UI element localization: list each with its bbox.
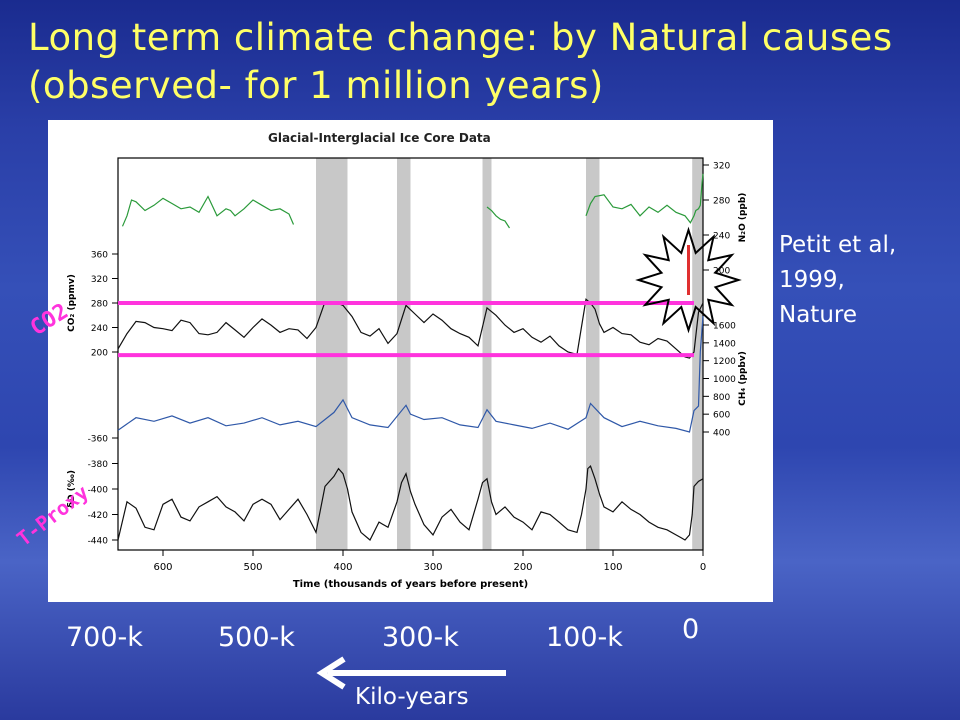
- y-tick-label-3--400: -400: [88, 486, 109, 496]
- ice-core-figure: Glacial-Interglacial Ice Core Data 600 500…: [48, 120, 773, 602]
- series-axis-label-3: δD (‰): [67, 470, 77, 508]
- x-tick-label-600: 600: [153, 562, 172, 573]
- ice-core-chart: Glacial-Interglacial Ice Core Data 600 500…: [67, 131, 748, 590]
- citation-line-1: Petit et al,: [779, 232, 897, 258]
- interglacial-band-4: [692, 158, 703, 550]
- citation-line-2: 1999,: [779, 267, 845, 293]
- x-tick-label-300: 300: [423, 562, 442, 573]
- y-tick-label-1-360: 360: [91, 251, 108, 261]
- y-tick-label-0-280: 280: [713, 197, 730, 207]
- left-arrow-icon: [316, 656, 506, 690]
- bottom-tick-300k: 300-k: [382, 622, 459, 653]
- series-n2o-line-0: [121, 195, 295, 227]
- series-line-3: [117, 465, 704, 541]
- y-tick-label-2-1200: 1200: [713, 357, 736, 367]
- citation-line-3: Nature: [779, 302, 857, 328]
- y-tick-label-2-1000: 1000: [713, 375, 736, 385]
- series-n2o-line-2: [585, 173, 704, 224]
- y-tick-label-1-200: 200: [91, 349, 108, 359]
- y-tick-label-3--440: -440: [88, 537, 109, 547]
- y-tick-label-3--420: -420: [88, 511, 109, 521]
- y-tick-label-0-240: 240: [713, 232, 730, 242]
- y-tick-label-1-280: 280: [91, 300, 108, 310]
- series-line-2: [117, 316, 704, 433]
- kilo-years-label: Kilo-years: [355, 684, 469, 710]
- title-line-2: (observed- for 1 million years): [28, 64, 604, 107]
- citation: Petit et al, 1999, Nature: [779, 228, 896, 333]
- series-axis-label-2: CH₄ (ppbv): [738, 351, 748, 406]
- series-axis-label-1: CO₂ (ppmv): [67, 274, 77, 332]
- title-line-1: Long term climate change: by Natural cau…: [28, 16, 893, 59]
- y-tick-label-2-600: 600: [713, 411, 730, 421]
- x-tick-label-400: 400: [333, 562, 352, 573]
- y-tick-label-3--360: -360: [88, 435, 109, 445]
- chart-title: Glacial-Interglacial Ice Core Data: [268, 131, 491, 145]
- slide-title: Long term climate change: by Natural cau…: [28, 14, 948, 110]
- y-tick-label-2-1400: 1400: [713, 339, 736, 349]
- x-tick-label-100: 100: [603, 562, 622, 573]
- x-tick-label-500: 500: [243, 562, 262, 573]
- y-tick-label-1-240: 240: [91, 324, 108, 334]
- bottom-tick-0: 0: [682, 614, 700, 645]
- x-tick-label-0: 0: [700, 562, 706, 573]
- bottom-tick-100k: 100-k: [546, 622, 623, 653]
- series-n2o-line-1: [486, 206, 511, 229]
- y-tick-label-0-320: 320: [713, 162, 730, 172]
- y-tick-label-3--380: -380: [88, 460, 109, 470]
- x-tick-label-200: 200: [513, 562, 532, 573]
- x-axis-label: Time (thousands of years before present): [293, 579, 528, 590]
- series-axis-label-0: N₂O (ppb): [738, 193, 748, 243]
- bottom-tick-700k: 700-k: [66, 622, 143, 653]
- bottom-tick-500k: 500-k: [218, 622, 295, 653]
- y-tick-label-0-200: 200: [713, 267, 730, 277]
- y-tick-label-2-400: 400: [713, 429, 730, 439]
- y-tick-label-2-1600: 1600: [713, 322, 736, 332]
- y-tick-label-1-320: 320: [91, 275, 108, 285]
- starburst-icon: [635, 226, 742, 334]
- series-line-1: [117, 298, 704, 359]
- y-tick-label-2-800: 800: [713, 393, 730, 403]
